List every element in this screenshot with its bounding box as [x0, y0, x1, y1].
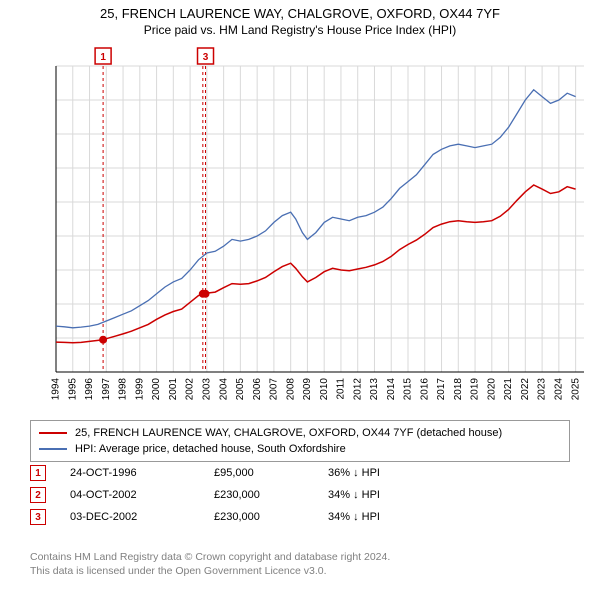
events-table: 1 24-OCT-1996 £95,000 36% ↓ HPI 2 04-OCT… — [30, 462, 570, 528]
svg-text:2005: 2005 — [235, 378, 246, 401]
event-marker-icon: 1 — [30, 465, 46, 481]
title-line-2: Price paid vs. HM Land Registry's House … — [10, 23, 590, 37]
footnote-line-2: This data is licensed under the Open Gov… — [30, 564, 570, 578]
footnote: Contains HM Land Registry data © Crown c… — [30, 550, 570, 578]
event-row: 1 24-OCT-1996 £95,000 36% ↓ HPI — [30, 462, 570, 484]
legend-label-property: 25, FRENCH LAURENCE WAY, CHALGROVE, OXFO… — [75, 425, 502, 441]
svg-text:2018: 2018 — [453, 378, 464, 401]
svg-text:2016: 2016 — [419, 378, 430, 401]
svg-text:2017: 2017 — [436, 378, 447, 401]
svg-text:1994: 1994 — [51, 378, 62, 401]
svg-text:2014: 2014 — [386, 378, 397, 401]
svg-text:1997: 1997 — [101, 378, 112, 401]
event-marker-icon: 2 — [30, 487, 46, 503]
event-note: 36% ↓ HPI — [328, 467, 570, 479]
svg-text:2003: 2003 — [201, 378, 212, 401]
svg-text:3: 3 — [203, 52, 209, 63]
svg-text:2008: 2008 — [285, 378, 296, 401]
svg-text:2024: 2024 — [553, 378, 564, 401]
event-note: 34% ↓ HPI — [328, 489, 570, 501]
svg-text:2004: 2004 — [218, 378, 229, 401]
legend-box: 25, FRENCH LAURENCE WAY, CHALGROVE, OXFO… — [30, 420, 570, 462]
svg-text:2021: 2021 — [503, 378, 514, 401]
event-date: 03-DEC-2002 — [70, 511, 190, 523]
legend-swatch-property — [39, 432, 67, 434]
legend-label-hpi: HPI: Average price, detached house, Sout… — [75, 441, 346, 457]
svg-text:2022: 2022 — [520, 378, 531, 401]
svg-text:2007: 2007 — [269, 378, 280, 401]
svg-text:1999: 1999 — [134, 378, 145, 401]
svg-text:2010: 2010 — [319, 378, 330, 401]
svg-text:2011: 2011 — [336, 378, 347, 400]
chart-area: £0£100K£200K£300K£400K£500K£600K£700K£80… — [50, 42, 590, 412]
svg-text:2023: 2023 — [537, 378, 548, 401]
svg-text:1996: 1996 — [84, 378, 95, 401]
svg-text:2002: 2002 — [185, 378, 196, 401]
svg-text:1995: 1995 — [67, 378, 78, 401]
svg-text:2013: 2013 — [369, 378, 380, 401]
svg-text:2012: 2012 — [352, 378, 363, 401]
svg-text:1: 1 — [100, 52, 106, 63]
chart-title: 25, FRENCH LAURENCE WAY, CHALGROVE, OXFO… — [0, 0, 600, 39]
event-date: 24-OCT-1996 — [70, 467, 190, 479]
title-line-1: 25, FRENCH LAURENCE WAY, CHALGROVE, OXFO… — [10, 6, 590, 21]
event-date: 04-OCT-2002 — [70, 489, 190, 501]
svg-text:2009: 2009 — [302, 378, 313, 401]
svg-text:2019: 2019 — [470, 378, 481, 401]
event-price: £230,000 — [214, 511, 304, 523]
svg-text:2015: 2015 — [403, 378, 414, 401]
svg-text:2006: 2006 — [252, 378, 263, 401]
legend-item-hpi: HPI: Average price, detached house, Sout… — [39, 441, 561, 457]
event-note: 34% ↓ HPI — [328, 511, 570, 523]
footnote-line-1: Contains HM Land Registry data © Crown c… — [30, 550, 570, 564]
event-row: 2 04-OCT-2002 £230,000 34% ↓ HPI — [30, 484, 570, 506]
line-chart-svg: £0£100K£200K£300K£400K£500K£600K£700K£80… — [50, 42, 590, 412]
svg-text:1998: 1998 — [118, 378, 129, 401]
svg-text:2001: 2001 — [168, 378, 179, 401]
svg-text:2000: 2000 — [151, 378, 162, 401]
svg-text:2025: 2025 — [570, 378, 581, 401]
event-price: £95,000 — [214, 467, 304, 479]
legend-swatch-hpi — [39, 448, 67, 450]
event-row: 3 03-DEC-2002 £230,000 34% ↓ HPI — [30, 506, 570, 528]
legend-item-property: 25, FRENCH LAURENCE WAY, CHALGROVE, OXFO… — [39, 425, 561, 441]
svg-text:2020: 2020 — [486, 378, 497, 401]
event-price: £230,000 — [214, 489, 304, 501]
event-marker-icon: 3 — [30, 509, 46, 525]
